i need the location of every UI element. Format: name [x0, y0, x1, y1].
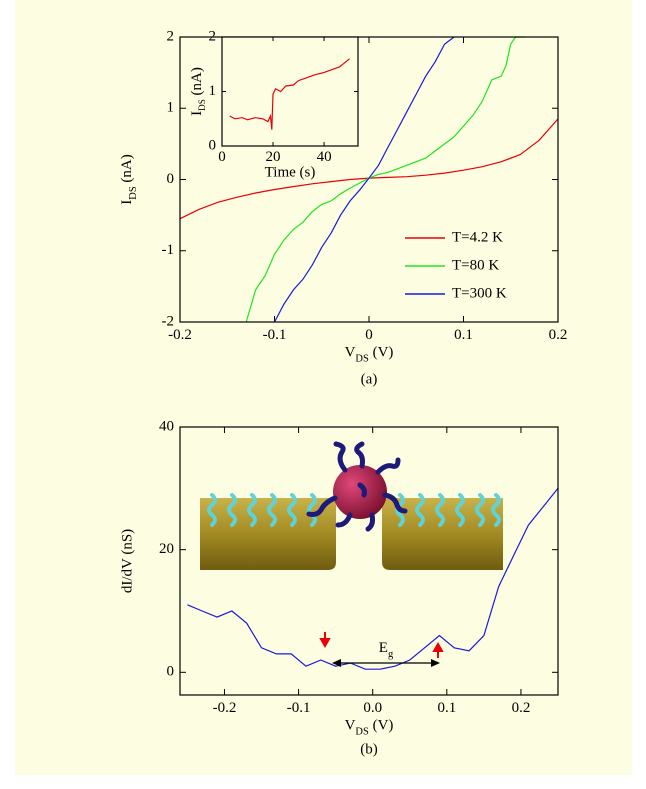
nanoparticle [333, 465, 387, 519]
y-tick-label: 0 [167, 171, 175, 187]
y-axis-label-part: I [189, 111, 205, 116]
data-line [245, 36, 525, 323]
x-tick-label: -0.1 [287, 700, 311, 716]
nanoparticle-illustration [200, 441, 503, 570]
right-electrode [382, 498, 503, 570]
y-tick-label: 1 [167, 100, 175, 116]
red-arrow [319, 632, 331, 649]
x-axis-label-part: DS [355, 353, 369, 364]
caption: (b) [360, 741, 378, 757]
x-tick-label: 0.1 [437, 700, 456, 716]
y-tick-label: 20 [159, 541, 174, 557]
y-axis-label: IDS (nA) [189, 67, 207, 116]
x-tick-label: 20 [266, 149, 281, 165]
gap-label-part: E [379, 640, 388, 656]
x-axis-label-part: (V) [369, 718, 394, 734]
y-tick-label: -1 [162, 242, 175, 258]
x-tick-label: 0 [365, 327, 373, 343]
x-axis-label: VDS (V) [345, 718, 394, 737]
legend-label: T=4.2 K [452, 229, 503, 245]
plot-frame [221, 36, 359, 147]
x-tick-label: -0.1 [263, 327, 287, 343]
y-axis-label-part: (nA) [119, 154, 135, 186]
x-axis-label: Time (s) [265, 165, 316, 181]
inset-background [222, 37, 358, 146]
legend-label: T=300 K [452, 285, 507, 301]
x-axis-label-part: (V) [369, 345, 394, 361]
y-tick-label: 0 [167, 664, 175, 680]
y-axis-label: dI/dV (nS) [119, 529, 135, 593]
x-axis-label-part: V [345, 718, 356, 734]
y-axis-label: IDS (nA) [119, 154, 138, 205]
y-axis-label-part: DS [128, 186, 139, 200]
x-tick-label: 0 [218, 149, 226, 165]
y-tick-label: 40 [159, 418, 174, 434]
plot-frame [179, 36, 559, 323]
x-tick-label: -0.2 [168, 327, 192, 343]
y-tick-label: 0 [209, 137, 217, 153]
x-tick-label: -0.2 [213, 700, 237, 716]
x-tick-label: 0.1 [454, 327, 473, 343]
x-axis-label-part: DS [355, 726, 369, 737]
data-line [229, 58, 350, 130]
x-tick-label: 0.0 [363, 700, 382, 716]
legend-label: T=80 K [452, 257, 499, 273]
y-tick-label: 2 [167, 28, 175, 44]
y-tick-label: 1 [209, 83, 217, 99]
x-tick-label: 0.2 [512, 700, 531, 716]
gap-label-part: g [388, 649, 394, 660]
caption: (a) [361, 371, 378, 387]
red-arrow [432, 641, 444, 658]
particle-ligands [306, 441, 408, 532]
data-line [273, 36, 455, 323]
x-tick-label: 40 [317, 149, 332, 165]
y-axis-label-part: I [119, 200, 135, 205]
plot-frame [179, 426, 559, 696]
x-tick-label: 0.2 [549, 327, 568, 343]
eg-marker [319, 632, 444, 667]
y-tick-label: 2 [209, 28, 217, 44]
y-axis-label-part: (nA) [189, 67, 205, 99]
x-axis-label: VDS (V) [345, 345, 394, 364]
gap-label: Eg [379, 640, 394, 659]
y-axis-label-part: DS [197, 99, 207, 111]
y-tick-label: -2 [162, 313, 175, 329]
data-line [187, 487, 559, 670]
x-axis-label-part: V [345, 345, 356, 361]
